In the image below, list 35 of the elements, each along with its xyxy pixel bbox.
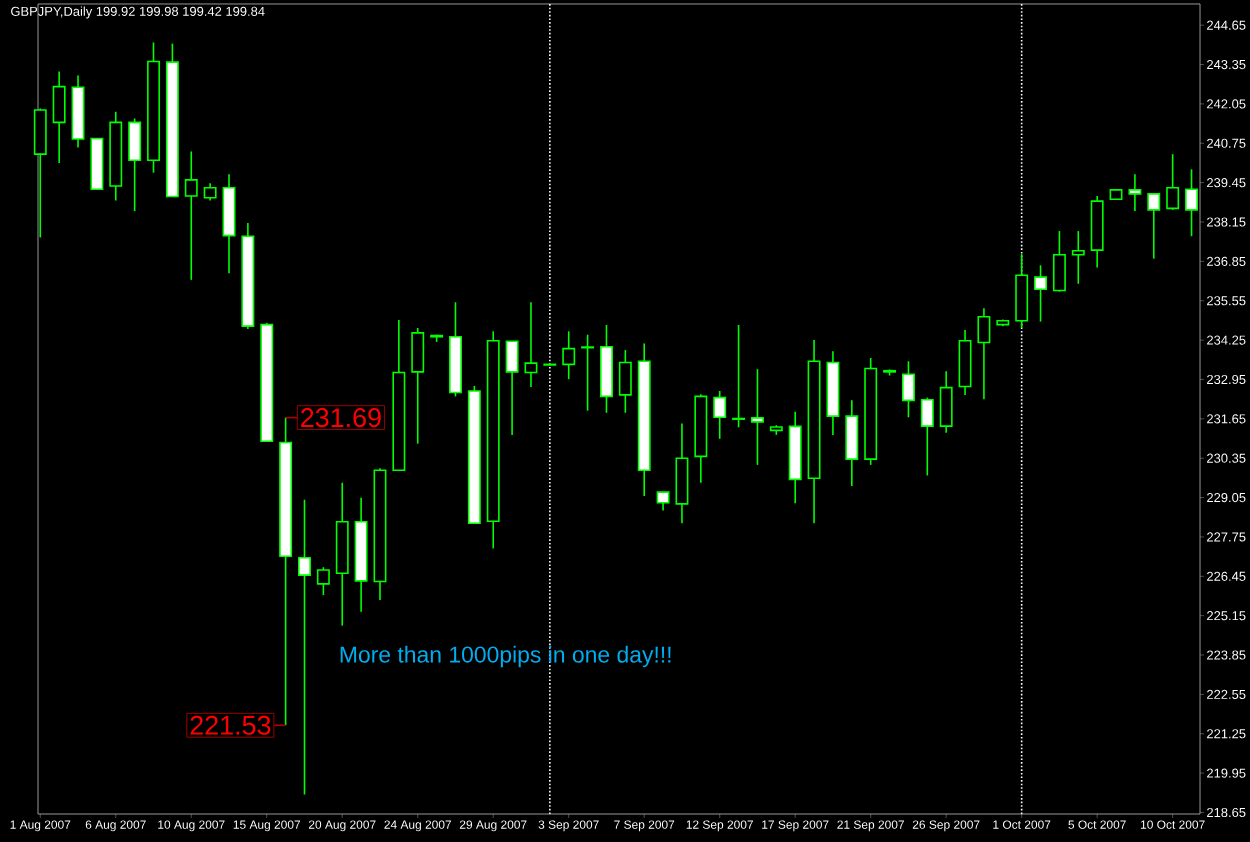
candlestick	[713, 390, 727, 440]
candlestick	[1166, 153, 1180, 211]
candlestick	[298, 498, 311, 796]
candlestick	[524, 301, 538, 388]
candlestick	[618, 349, 632, 414]
candlestick	[750, 368, 764, 466]
candlestick	[901, 360, 915, 419]
candlestick	[675, 422, 689, 525]
annotation: 221.53	[190, 715, 271, 735]
candlestick	[316, 566, 330, 596]
candlestick	[411, 327, 425, 445]
annotation: More than 1000pips in one day!!!	[340, 645, 671, 668]
candlestick	[845, 399, 859, 487]
candlestick	[505, 340, 519, 436]
candlestick	[1147, 193, 1161, 260]
candlestick	[581, 333, 595, 412]
candlestick	[184, 150, 198, 281]
candlestick	[1052, 230, 1066, 293]
candlestick	[958, 329, 972, 396]
candlestick	[1034, 264, 1048, 323]
candlestick	[1015, 253, 1029, 329]
candlestick	[562, 330, 576, 380]
candlestick	[128, 117, 142, 212]
candlestick	[732, 324, 746, 429]
candlestick	[52, 70, 66, 164]
candlestick	[1185, 168, 1198, 238]
candlestick	[1128, 173, 1142, 212]
candlestick	[1071, 230, 1085, 285]
candlestick	[33, 107, 47, 239]
candlestick	[920, 396, 934, 477]
annotation: 231.69	[301, 408, 381, 428]
candlestick	[939, 370, 953, 434]
candlestick	[977, 307, 991, 400]
candlestick	[222, 173, 236, 274]
candlestick	[656, 491, 670, 512]
